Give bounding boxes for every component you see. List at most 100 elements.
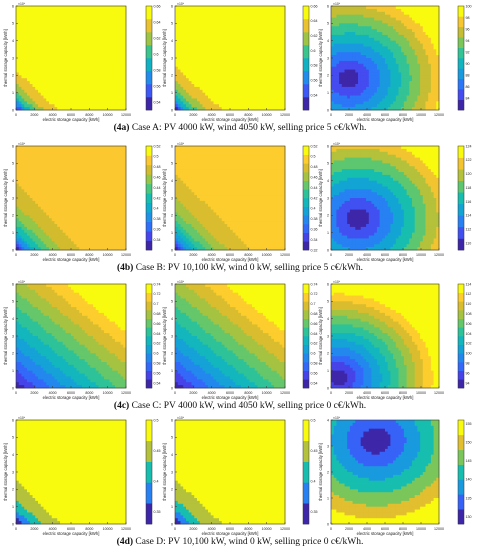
- heatmap-cell: [93, 11, 97, 16]
- heatmap-cell: [27, 58, 31, 62]
- heatmap-cell: [27, 160, 31, 164]
- heatmap-cell: [24, 224, 28, 228]
- heatmap-cell: [371, 72, 375, 76]
- heatmap-cell: [430, 98, 434, 102]
- colorbar-frame: [302, 5, 310, 111]
- heatmap-cell: [79, 75, 83, 79]
- colorbar-segment: [458, 37, 464, 48]
- heatmap-cell: [46, 101, 50, 105]
- heatmap-cell: [29, 212, 33, 216]
- heatmap-cell: [24, 14, 28, 18]
- heatmap-cell: [363, 92, 367, 96]
- heatmap-cell: [194, 75, 198, 79]
- heatmap-cell: [202, 49, 206, 53]
- heatmap-cell: [87, 98, 91, 102]
- heatmap-cell: [40, 52, 44, 56]
- heatmap-cell: [358, 46, 362, 50]
- heatmap-cell: [374, 55, 378, 59]
- panel-4b-1: 0 2000 4000 6000 8000 10000 120000123456×10⁴el…: [3, 142, 161, 262]
- heatmap-cell: [117, 78, 121, 82]
- heatmap-cell: [90, 92, 94, 96]
- heatmap-cell: [414, 78, 418, 82]
- heatmap-cell: [238, 49, 242, 53]
- heatmap-cell: [79, 49, 83, 53]
- heatmap-cell: [379, 58, 383, 62]
- heatmap-cell: [249, 86, 253, 91]
- heatmap-cell: [260, 107, 264, 111]
- heatmap-cell: [106, 6, 110, 10]
- heatmap-cell: [18, 247, 22, 251]
- heatmap-cell: [333, 20, 337, 24]
- heatmap-cell: [21, 63, 25, 68]
- heatmap-cell: [27, 209, 31, 213]
- heatmap-cell: [27, 78, 31, 82]
- heatmap-cell: [276, 69, 280, 73]
- heatmap-cell: [252, 32, 256, 36]
- heatmap-cell: [376, 72, 380, 76]
- heatmap-cell: [363, 20, 367, 24]
- heatmap-cell: [35, 81, 39, 85]
- heatmap-cell: [268, 8, 272, 13]
- heatmap-cell: [194, 40, 198, 44]
- heatmap-cell: [425, 72, 429, 76]
- heatmap-cell: [238, 26, 242, 30]
- heatmap-cell: [360, 75, 364, 79]
- heatmap-cell: [188, 8, 192, 13]
- heatmap-cell: [246, 17, 250, 21]
- heatmap-cell: [191, 43, 195, 47]
- heatmap-cell: [18, 146, 22, 150]
- heatmap-cell: [21, 98, 25, 102]
- heatmap-cell: [422, 52, 426, 56]
- heatmap-cell: [422, 20, 426, 24]
- heatmap-cell: [339, 40, 343, 44]
- heatmap-cell: [199, 78, 203, 82]
- heatmap-cell: [366, 29, 370, 33]
- heatmap-cell: [208, 101, 212, 105]
- heatmap-cell: [62, 32, 66, 36]
- heatmap-cell: [376, 60, 380, 65]
- heatmap-cell: [24, 58, 28, 62]
- heatmap-cell: [230, 66, 234, 70]
- heatmap-cell: [16, 101, 20, 105]
- heatmap-cell: [16, 218, 20, 222]
- heatmap-cell: [352, 69, 356, 73]
- heatmap-cell: [254, 63, 258, 68]
- heatmap-cell: [257, 78, 261, 82]
- heatmap-cell: [46, 95, 50, 99]
- heatmap-cell: [409, 40, 413, 44]
- heatmap-cell: [412, 23, 416, 27]
- heatmap-cell: [393, 104, 397, 108]
- heatmap-cell: [104, 29, 108, 33]
- heatmap-cell: [331, 89, 335, 94]
- heatmap-cell: [93, 52, 97, 56]
- heatmap-cell: [197, 101, 201, 105]
- heatmap-cell: [101, 75, 105, 79]
- heatmap-cell: [54, 192, 58, 196]
- heatmap-cell: [276, 81, 280, 85]
- heatmap-cell: [420, 32, 424, 36]
- heatmap-cell: [368, 8, 372, 13]
- heatmap-cell: [106, 23, 110, 27]
- heatmap-cell: [51, 241, 55, 245]
- heatmap-cell: [409, 63, 413, 68]
- heatmap-cell: [109, 72, 113, 76]
- heatmap-cell: [227, 89, 231, 94]
- heatmap-cell: [349, 101, 353, 105]
- heatmap-cell: [398, 78, 402, 82]
- heatmap-cell: [276, 95, 280, 99]
- heatmap-cell: [368, 92, 372, 96]
- heatmap-cell: [420, 58, 424, 62]
- heatmap-cell: [32, 151, 36, 156]
- heatmap-cell: [349, 46, 353, 50]
- heatmap-cell: [54, 17, 58, 21]
- heatmap-cell: [412, 55, 416, 59]
- heatmap-cell: [349, 81, 353, 85]
- heatmap-cell: [219, 26, 223, 30]
- heatmap-cell: [232, 69, 236, 73]
- heatmap-cell: [104, 40, 108, 44]
- heatmap-cell: [249, 29, 253, 33]
- heatmap-cell: [68, 40, 72, 44]
- heatmap-cell: [54, 29, 58, 33]
- heatmap-cell: [82, 84, 86, 88]
- heatmap-cell: [344, 69, 348, 73]
